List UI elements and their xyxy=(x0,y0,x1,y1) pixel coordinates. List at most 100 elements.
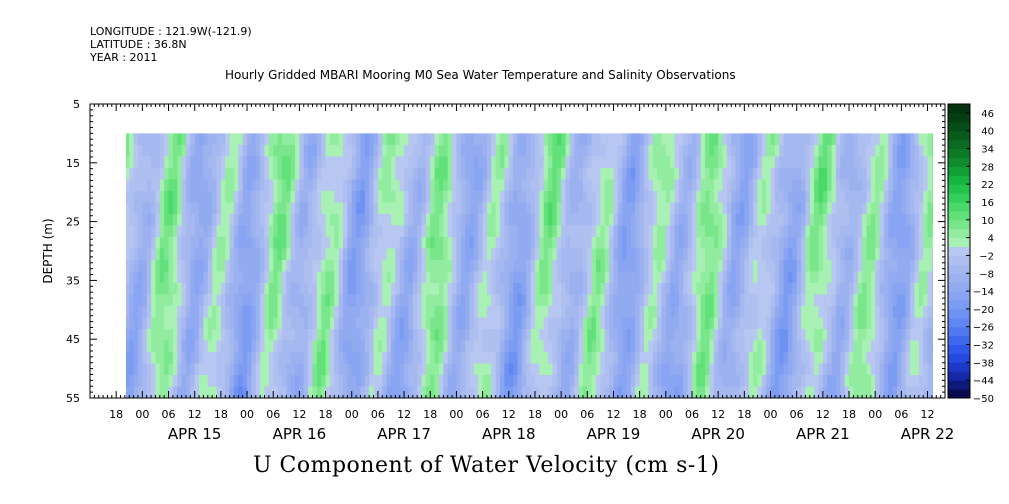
heatmap-cell xyxy=(853,133,859,146)
heatmap-cell xyxy=(844,190,850,204)
heatmap-cell xyxy=(126,340,130,353)
heatmap-cell xyxy=(343,190,348,204)
heatmap-cell xyxy=(255,351,261,365)
heatmap-cell xyxy=(351,351,357,365)
heatmap-cell xyxy=(670,213,676,227)
heatmap-cell xyxy=(731,259,737,273)
heatmap-cell xyxy=(726,190,732,204)
heatmap-cell xyxy=(910,271,916,284)
heatmap-cell xyxy=(142,271,148,284)
heatmap-cell xyxy=(696,351,702,365)
heatmap-cell xyxy=(308,317,314,330)
heatmap-cell xyxy=(748,386,754,398)
heatmap-cell xyxy=(753,167,759,181)
heatmap-cell xyxy=(377,259,383,273)
heatmap-cell xyxy=(508,305,514,319)
heatmap-cell xyxy=(534,156,540,169)
heatmap-cell xyxy=(177,190,183,204)
heatmap-cell xyxy=(892,167,898,181)
heatmap-cell xyxy=(901,317,907,330)
heatmap-cell xyxy=(556,351,562,365)
heatmap-cell xyxy=(364,213,370,227)
heatmap-cell xyxy=(674,305,680,319)
heatmap-cell xyxy=(264,213,270,227)
heatmap-cell xyxy=(212,236,218,250)
heatmap-cell xyxy=(888,328,894,342)
heatmap-cell xyxy=(936,133,941,145)
heatmap-cell xyxy=(500,236,506,250)
heatmap-cell xyxy=(408,259,414,273)
heatmap-cell xyxy=(831,248,837,261)
heatmap-cell xyxy=(386,190,392,204)
heatmap-cell xyxy=(849,386,854,398)
heatmap-cell xyxy=(412,202,418,215)
heatmap-cell xyxy=(260,248,266,261)
heatmap-cell xyxy=(430,190,436,204)
heatmap-cell xyxy=(229,374,235,388)
heatmap-cell xyxy=(137,294,143,307)
heatmap-cell xyxy=(635,305,641,319)
heatmap-cell xyxy=(255,328,261,342)
heatmap-cell xyxy=(151,156,157,169)
x-hour-labels: 18 00 06 12 18 00 06 12 18 00 06 12 18 00 06 12 18 00 06 12… xyxy=(109,408,934,421)
longitude-label: LONGITUDE : 121.9W(-121.9) xyxy=(90,25,252,38)
heatmap-cell xyxy=(290,144,296,157)
heatmap-cell xyxy=(290,340,296,353)
heatmap-cell xyxy=(665,271,671,284)
heatmap-cell xyxy=(151,351,157,365)
x-hour-label: 06 xyxy=(266,408,280,421)
heatmap-cell xyxy=(121,202,126,214)
heatmap-cell xyxy=(526,236,532,250)
heatmap-cell xyxy=(600,167,606,181)
heatmap-cell xyxy=(910,133,916,146)
heatmap-cell xyxy=(133,282,139,296)
heatmap-cell xyxy=(277,294,283,307)
heatmap-cell xyxy=(770,133,776,146)
heatmap-cell xyxy=(290,294,296,307)
heatmap-cell xyxy=(377,213,383,227)
heatmap-cell xyxy=(360,386,366,398)
heatmap-cell xyxy=(639,248,645,261)
heatmap-cell xyxy=(757,133,763,146)
heatmap-cell xyxy=(460,340,466,353)
heatmap-cell xyxy=(434,190,440,204)
heatmap-cell xyxy=(369,213,375,227)
heatmap-cell xyxy=(286,271,292,284)
heatmap-cell xyxy=(574,282,580,296)
heatmap-cell xyxy=(914,213,920,227)
heatmap-cell xyxy=(399,386,405,398)
heatmap-cell xyxy=(596,259,601,273)
heatmap-cell xyxy=(369,156,375,169)
heatmap-cell xyxy=(495,328,501,342)
heatmap-cell xyxy=(600,271,606,284)
heatmap-cell xyxy=(316,179,322,192)
heatmap-cell xyxy=(408,225,414,238)
heatmap-cell xyxy=(504,213,510,227)
heatmap-cell xyxy=(194,202,200,215)
heatmap-cell xyxy=(513,363,519,376)
heatmap-cell xyxy=(927,190,933,204)
heatmap-cell xyxy=(172,282,178,296)
heatmap-cell xyxy=(569,328,575,342)
heatmap-cell xyxy=(190,190,196,204)
heatmap-cell xyxy=(805,305,811,319)
heatmap-cell xyxy=(569,363,575,376)
heatmap-cell xyxy=(172,248,178,261)
heatmap-cell xyxy=(753,179,759,192)
heatmap-cell xyxy=(399,363,405,376)
heatmap-cell xyxy=(923,386,929,398)
heatmap-cell xyxy=(753,363,759,376)
heatmap-cell xyxy=(587,156,593,169)
heatmap-cell xyxy=(661,282,667,296)
heatmap-cell xyxy=(927,156,933,169)
heatmap-cell xyxy=(334,351,340,365)
heatmap-cell xyxy=(177,294,183,307)
heatmap-cell xyxy=(718,271,724,284)
heatmap-cell xyxy=(247,271,252,284)
heatmap-cell xyxy=(194,167,200,181)
heatmap-cell xyxy=(203,236,209,250)
heatmap-cell xyxy=(543,317,549,330)
heatmap-cell xyxy=(801,190,807,204)
heatmap-cell xyxy=(857,374,863,388)
heatmap-cell xyxy=(683,271,689,284)
